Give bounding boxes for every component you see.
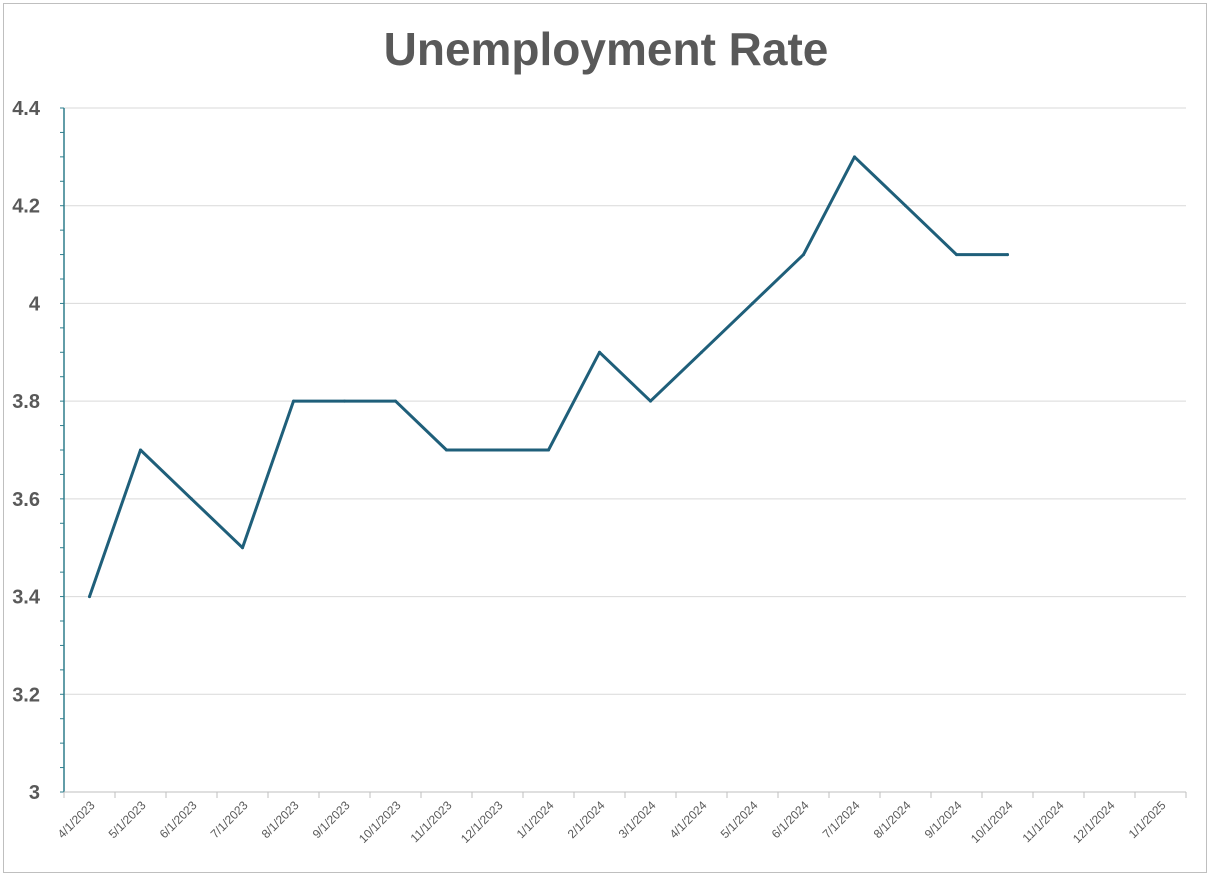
x-tick-label: 5/1/2024: [718, 798, 761, 841]
x-tick-label: 3/1/2024: [616, 798, 659, 841]
data-point: [1006, 253, 1009, 257]
x-tick-label: 1/1/2025: [1126, 798, 1169, 841]
y-tick-label: 4.4: [12, 98, 41, 120]
chart-frame: Unemployment Rate: [3, 3, 1207, 873]
x-tick-label: 8/1/2023: [259, 798, 302, 841]
data-point: [190, 497, 193, 501]
x-tick-label: 11/1/2023: [408, 798, 455, 845]
y-tick-label: 3: [29, 782, 40, 804]
data-point: [394, 399, 397, 403]
x-tick-label: 8/1/2024: [871, 798, 914, 841]
y-tick-label: 3.2: [12, 684, 40, 706]
y-tick-label: 3.4: [12, 587, 41, 609]
chart-title: Unemployment Rate: [383, 23, 829, 75]
x-tick-label: 6/1/2024: [769, 798, 812, 841]
x-tick-label: 12/1/2023: [458, 798, 506, 846]
data-point: [700, 350, 703, 354]
x-tick-label: 7/1/2023: [208, 798, 251, 841]
x-tick-label: 9/1/2023: [310, 798, 353, 841]
x-tick-label: 10/1/2023: [356, 798, 404, 846]
x-tick-label: 4/1/2024: [667, 798, 710, 841]
data-point: [853, 155, 856, 159]
y-tick-label: 3.6: [12, 489, 40, 511]
x-tick-label: 7/1/2024: [820, 798, 863, 841]
data-point: [292, 399, 295, 403]
x-tick-label: 4/1/2023: [55, 798, 98, 841]
data-point: [547, 448, 550, 452]
x-tick-label: 11/1/2024: [1020, 798, 1067, 845]
x-tick-label: 9/1/2024: [922, 798, 965, 841]
series-line: [88, 155, 1009, 599]
data-point: [496, 448, 499, 452]
data-point: [802, 253, 805, 257]
y-tick-label: 4.2: [12, 196, 40, 218]
x-tick-label: 5/1/2023: [106, 798, 149, 841]
data-point: [343, 399, 346, 403]
x-tick-label: 6/1/2023: [157, 798, 200, 841]
data-point: [88, 595, 91, 599]
data-point: [904, 204, 907, 208]
data-point: [241, 546, 244, 550]
data-point: [598, 350, 601, 354]
data-point: [955, 253, 958, 257]
data-point: [139, 448, 142, 452]
data-point: [751, 301, 754, 305]
data-point: [445, 448, 448, 452]
x-tick-label: 2/1/2024: [565, 798, 608, 841]
x-tick-label: 10/1/2024: [968, 798, 1016, 846]
x-tick-label: 1/1/2024: [514, 798, 557, 841]
y-tick-label: 4: [29, 293, 41, 315]
y-tick-label: 3.8: [12, 391, 40, 413]
x-tick-label: 12/1/2024: [1070, 798, 1118, 846]
data-point: [649, 399, 652, 403]
